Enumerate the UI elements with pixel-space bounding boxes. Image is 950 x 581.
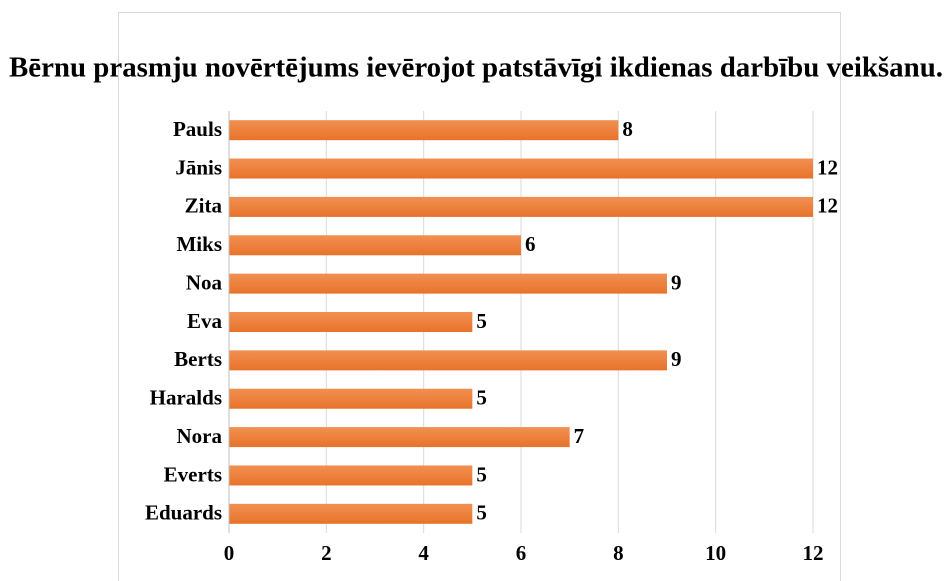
y-tick-label: Everts <box>164 462 222 486</box>
bar <box>229 273 667 294</box>
bar <box>229 196 813 217</box>
y-tick-label: Zita <box>185 194 223 218</box>
x-tick-label: 4 <box>418 541 429 565</box>
y-tick-label: Eva <box>187 309 223 333</box>
data-label: 12 <box>817 155 838 179</box>
y-tick-label: Miks <box>176 232 222 256</box>
bar <box>229 312 473 332</box>
data-label: 5 <box>476 309 487 333</box>
bar <box>229 465 473 486</box>
data-label: 5 <box>476 386 487 410</box>
y-tick-label: Noa <box>186 270 223 294</box>
bar <box>229 158 813 179</box>
y-tick-label: Eduards <box>145 501 222 525</box>
data-label: 9 <box>671 270 682 294</box>
x-tick-label: 8 <box>613 541 624 565</box>
bar <box>229 120 619 141</box>
bar <box>229 388 473 409</box>
y-tick-label: Berts <box>174 347 222 371</box>
bar <box>229 503 473 524</box>
chart-title: Bērnu prasmju novērtējums ievērojot pats… <box>9 52 943 83</box>
data-label: 8 <box>622 117 633 141</box>
bar <box>229 235 521 256</box>
data-label: 7 <box>574 424 585 448</box>
x-tick-label: 2 <box>321 541 332 565</box>
data-label: 12 <box>817 194 838 218</box>
x-tick-label: 10 <box>705 541 726 565</box>
x-tick-label: 6 <box>516 541 527 565</box>
data-label: 6 <box>525 232 536 256</box>
x-tick-label: 0 <box>224 541 235 565</box>
y-tick-label: Jānis <box>175 155 222 179</box>
x-tick-label: 12 <box>803 541 824 565</box>
bar <box>229 427 570 448</box>
data-label: 5 <box>476 501 487 525</box>
chart-frame <box>118 12 841 581</box>
data-label: 9 <box>671 347 682 371</box>
y-tick-label: Haralds <box>150 386 222 410</box>
data-label: 5 <box>476 462 487 486</box>
y-tick-label: Pauls <box>173 117 222 141</box>
bar <box>229 350 667 371</box>
y-tick-label: Nora <box>177 424 223 448</box>
